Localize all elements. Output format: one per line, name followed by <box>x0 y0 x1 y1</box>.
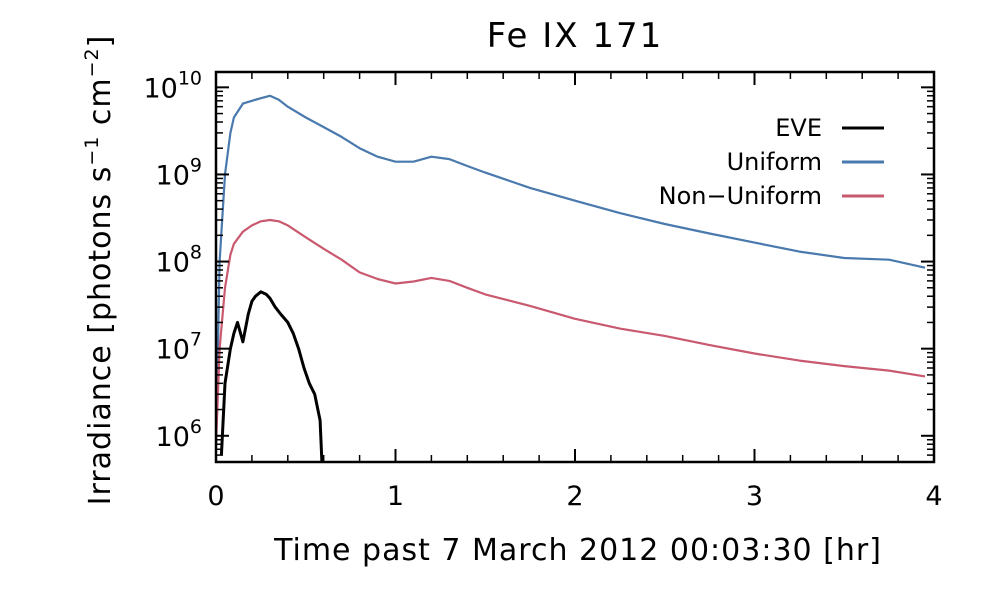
chart-title: Fe IX 171 <box>487 16 663 56</box>
series-line-2 <box>216 218 926 445</box>
plot-lines <box>216 94 926 462</box>
y-tick-label: 1010 <box>143 67 202 104</box>
x-tick-label: 1 <box>387 481 404 512</box>
legend-label: EVE <box>775 114 822 142</box>
x-ticks: 0 1 2 3 4 <box>207 72 943 512</box>
y-tick-label: 108 <box>156 242 202 279</box>
series-line-1 <box>216 94 926 445</box>
y-axis-title: Irradiance [photons s−1 cm−2] <box>81 35 118 506</box>
x-axis-title: Time past 7 March 2012 00:03:30 [hr] <box>273 533 882 568</box>
legend-label: Non−Uniform <box>659 182 822 210</box>
y-tick-label: 106 <box>156 416 202 453</box>
y-tick-label: 107 <box>156 329 202 366</box>
plot-frame <box>214 70 936 464</box>
x-tick-label: 2 <box>566 481 583 512</box>
y-ticks: 106 107 108 109 1010 <box>143 67 934 463</box>
series-line-0 <box>219 290 324 462</box>
x-tick-label: 0 <box>207 481 224 512</box>
x-tick-label: 4 <box>925 481 942 512</box>
y-tick-label: 109 <box>156 154 202 191</box>
legend-label: Uniform <box>727 148 822 176</box>
legend: EVE Uniform Non−Uniform <box>659 114 884 210</box>
x-tick-label: 3 <box>746 481 763 512</box>
